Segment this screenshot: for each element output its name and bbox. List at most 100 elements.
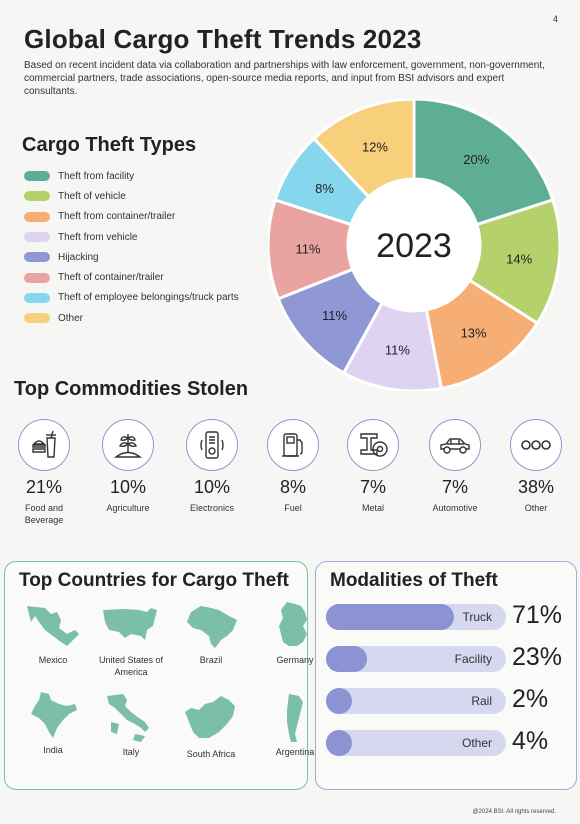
legend-item: Theft of vehicle — [24, 186, 274, 206]
modality-row-other: Other 4% — [326, 727, 571, 756]
commodity-value: 10% — [193, 477, 231, 497]
mexico-map-icon — [27, 606, 79, 646]
legend-swatch — [24, 171, 50, 182]
legend-item: Theft from facility — [24, 166, 274, 186]
commodity-electronics: 10% Electronics — [182, 419, 242, 514]
legend-label: Other — [58, 312, 84, 324]
italy-map-icon — [107, 694, 149, 742]
legend-label: Theft of employee belongings/truck parts — [58, 292, 239, 304]
commodities-section-title: Top Commodities Stolen — [14, 378, 249, 400]
legend-item: Theft from container/trailer — [24, 207, 274, 227]
commodity-label: Electronics — [189, 503, 234, 513]
legend-item: Theft of container/trailer — [24, 267, 274, 287]
country-label: Germany — [276, 655, 314, 665]
commodity-food-beverage: 21% Food and Beverage — [14, 419, 74, 526]
modalities-section-title: Modalities of Theft — [330, 570, 498, 591]
intro-text: Based on recent incident data via collab… — [24, 60, 545, 97]
commodity-value: 7% — [441, 477, 468, 497]
legend-label: Theft from vehicle — [58, 231, 138, 243]
other-icon — [510, 419, 562, 471]
modality-row-truck: Truck 71% — [326, 601, 571, 630]
modality-row-rail: Rail 2% — [326, 685, 571, 714]
modality-track: Facility — [326, 646, 506, 672]
commodity-label: Automotive — [432, 503, 478, 513]
argentina-map-icon — [287, 694, 303, 742]
legend-swatch — [24, 232, 50, 243]
slice-label: 11% — [385, 343, 410, 358]
commodity-label: Other — [524, 503, 548, 513]
slice-label: 12% — [362, 139, 388, 154]
commodity-value: 21% — [25, 477, 63, 497]
donut-chart: 20% 14% 13% 11% 11% 11% 8% 12% 2023 — [268, 99, 560, 391]
country-label: Brazil — [199, 655, 223, 665]
legend-item: Theft from vehicle — [24, 227, 274, 247]
modality-track: Truck — [326, 604, 506, 630]
slice-label: 11% — [322, 308, 347, 323]
slice-label: 8% — [315, 181, 334, 196]
country-label: India — [43, 745, 63, 755]
modalities-panel: Modalities of Theft Truck 71% Facility 2… — [315, 561, 577, 790]
commodity-value: 7% — [359, 477, 386, 497]
slice-label: 11% — [296, 241, 321, 256]
country-label: Argentina — [275, 747, 315, 757]
donut-hole — [349, 180, 479, 310]
slice-label: 14% — [506, 251, 532, 266]
slice-label: 20% — [463, 152, 489, 167]
commodity-value: 8% — [279, 477, 306, 497]
modality-bar-fill — [326, 688, 352, 714]
commodity-other: 38% Other — [506, 419, 566, 514]
legend-swatch — [24, 272, 50, 283]
types-section-title: Cargo Theft Types — [22, 134, 197, 156]
modality-row-facility: Facility 23% — [326, 643, 571, 672]
legend-swatch — [24, 211, 50, 222]
country-usa: United States of America — [91, 600, 171, 678]
legend-item: Other — [24, 308, 274, 328]
page-title: Global Cargo Theft Trends 2023 — [24, 24, 422, 54]
country-label: United States of America — [98, 655, 164, 677]
modality-value: 71% — [512, 601, 563, 629]
legend-item: Theft of employee belongings/truck parts — [24, 288, 274, 308]
agriculture-icon — [102, 419, 154, 471]
modality-label: Truck — [462, 610, 492, 624]
legend-swatch — [24, 191, 50, 202]
commodities-list: 21% Food and Beverage 10% Agriculture 10… — [14, 419, 570, 539]
modality-value: 2% — [512, 685, 549, 713]
country-label: Mexico — [38, 655, 68, 665]
donut-slice — [311, 99, 416, 200]
commodity-agriculture: 10% Agriculture — [98, 419, 158, 514]
modality-value: 23% — [512, 643, 563, 671]
modality-bar-fill — [326, 646, 368, 672]
modality-bar-fill — [326, 730, 352, 756]
legend-item: Hijacking — [24, 247, 274, 267]
copyright-footer: @2024 BSI. All rights reserved. — [472, 809, 556, 815]
legend-label: Theft of vehicle — [58, 190, 126, 202]
donut-center-label: 2023 — [376, 227, 452, 265]
legend-label: Theft from facility — [58, 170, 135, 182]
commodity-value: 38% — [517, 477, 555, 497]
commodity-automotive: 7% Automotive — [425, 419, 485, 514]
legend-swatch — [24, 252, 50, 263]
donut-slice — [412, 99, 555, 227]
legend-swatch — [24, 313, 50, 324]
modality-track: Other — [326, 730, 506, 756]
commodity-label: Metal — [361, 503, 384, 513]
legend-label: Theft from container/trailer — [58, 211, 176, 223]
country-label: Italy — [122, 747, 140, 757]
commodity-label: Fuel — [284, 503, 302, 513]
country-label: South Africa — [186, 749, 236, 759]
germany-map-icon — [279, 602, 307, 646]
brazil-map-icon — [187, 606, 237, 648]
legend-label: Theft of container/trailer — [58, 272, 164, 284]
country-argentina: Argentina — [255, 692, 335, 758]
commodity-metal: 7% Metal — [343, 419, 403, 514]
modality-value: 4% — [512, 727, 549, 755]
countries-panel: Top Countries for Cargo Theft Mexico Uni… — [4, 561, 314, 790]
country-mexico: Mexico — [13, 600, 93, 666]
country-germany: Germany — [255, 600, 335, 666]
legend-label: Hijacking — [58, 251, 99, 263]
modality-bar-fill — [326, 604, 454, 630]
electronics-icon — [186, 419, 238, 471]
page-number: 4 — [552, 14, 558, 24]
country-india: India — [13, 690, 93, 756]
commodity-fuel: 8% Fuel — [263, 419, 323, 514]
